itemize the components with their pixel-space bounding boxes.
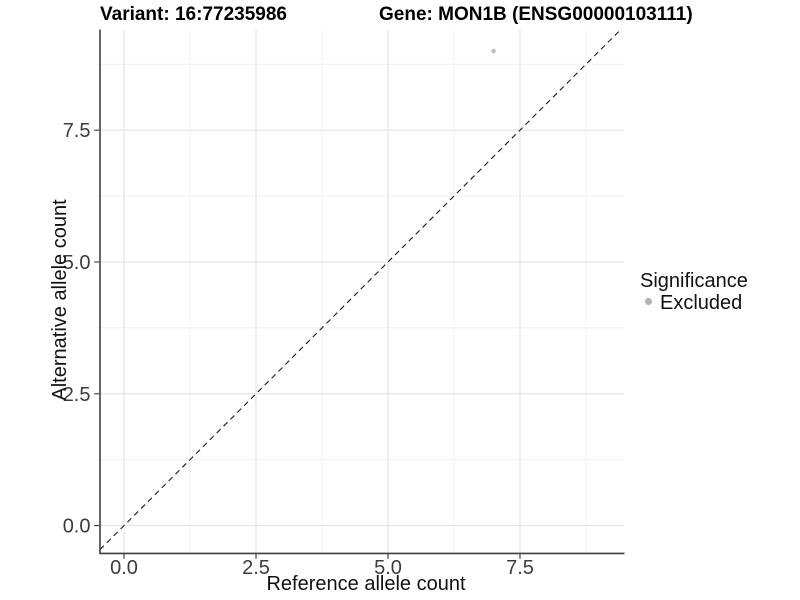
data-points-layer — [491, 48, 496, 54]
legend-item-label: Excluded — [660, 292, 742, 314]
gridlines — [100, 30, 624, 553]
y-tick-label: 0.0 — [63, 516, 91, 538]
y-axis-title: Alternative allele count — [49, 199, 71, 401]
x-tick-label: 0.0 — [110, 557, 138, 579]
identity-line-layer — [99, 29, 621, 550]
data-point — [491, 48, 496, 54]
identity-dashed-line — [99, 29, 621, 550]
plot-title-variant: Variant: 16:77235986 — [100, 4, 287, 25]
plot-title-gene: Gene: MON1B (ENSG00000103111) — [379, 4, 693, 25]
x-axis-title: Reference allele count — [266, 573, 465, 595]
y-tick-label: 2.5 — [63, 384, 91, 406]
tick-labels: 0.0 2.5 5.0 7.5 0.0 2.5 5.0 7.5 — [63, 120, 534, 579]
legend-title: Significance — [640, 270, 748, 292]
legend: Significance Excluded — [640, 270, 748, 314]
x-tick-label: 5.0 — [374, 557, 402, 579]
x-tick-label: 2.5 — [242, 557, 270, 579]
y-tick-label: 5.0 — [63, 252, 91, 274]
x-tick-label: 7.5 — [506, 557, 534, 579]
legend-point-icon — [644, 297, 653, 306]
axis-lines — [99, 29, 625, 555]
tick-marks — [94, 129, 521, 559]
y-tick-label: 7.5 — [63, 120, 91, 142]
